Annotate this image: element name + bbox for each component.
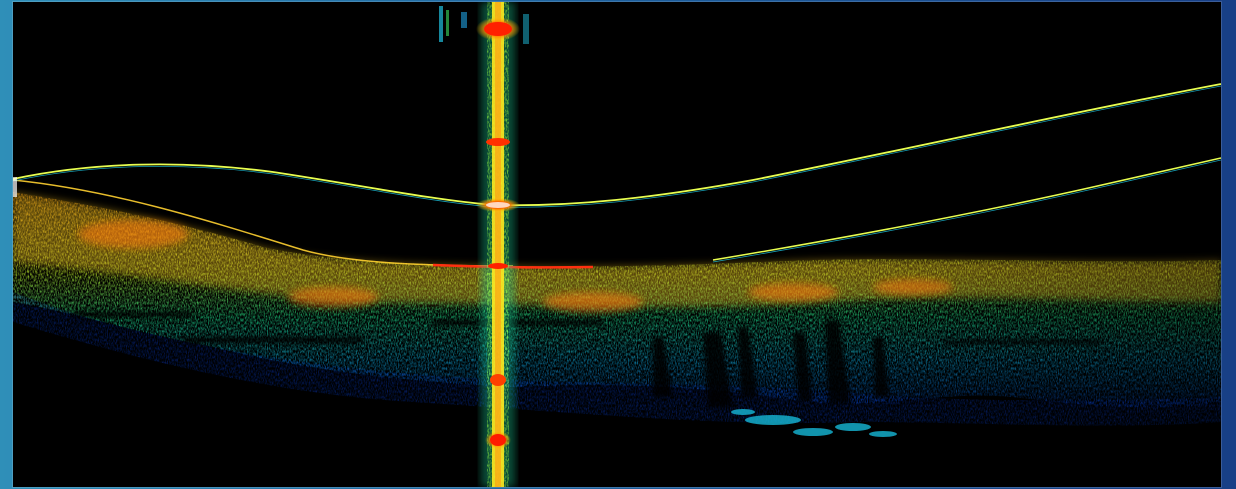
oct-scan-image xyxy=(13,2,1221,487)
oct-scan-frame xyxy=(13,2,1221,487)
stroma-tissue xyxy=(13,2,1221,487)
contact-lens-posterior-surface xyxy=(712,157,1221,261)
deep-attenuation-shadows xyxy=(731,409,897,437)
tear-film-interface xyxy=(13,179,514,267)
central-specular-reflection-artifact xyxy=(439,2,529,487)
contact-lens-anterior-surface xyxy=(13,83,1221,207)
